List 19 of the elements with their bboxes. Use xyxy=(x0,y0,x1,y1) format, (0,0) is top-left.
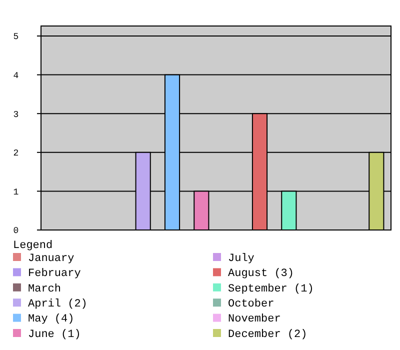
legend-title: Legend xyxy=(13,240,53,252)
legend-label: March xyxy=(28,283,62,296)
y-tick-label: 1 xyxy=(13,187,19,198)
y-tick-label: 0 xyxy=(13,226,19,236)
y-tick-label: 3 xyxy=(13,110,19,120)
legend-label: October xyxy=(228,298,274,310)
legend-label: January xyxy=(28,252,75,265)
legend-label: April (2) xyxy=(28,298,88,310)
legend-label: May (4) xyxy=(28,314,74,326)
legend-label: September (1) xyxy=(228,283,314,296)
legend-label: November xyxy=(228,314,281,326)
legend-label: July xyxy=(228,252,255,265)
legend-label: June (1) xyxy=(28,328,81,341)
y-tick-label: 5 xyxy=(13,32,19,42)
legend-label: February xyxy=(28,268,82,280)
legend-label: August (3) xyxy=(228,268,294,280)
y-tick-label: 4 xyxy=(13,70,19,81)
y-tick-label: 2 xyxy=(13,148,19,159)
legend-label: December (2) xyxy=(228,328,308,341)
